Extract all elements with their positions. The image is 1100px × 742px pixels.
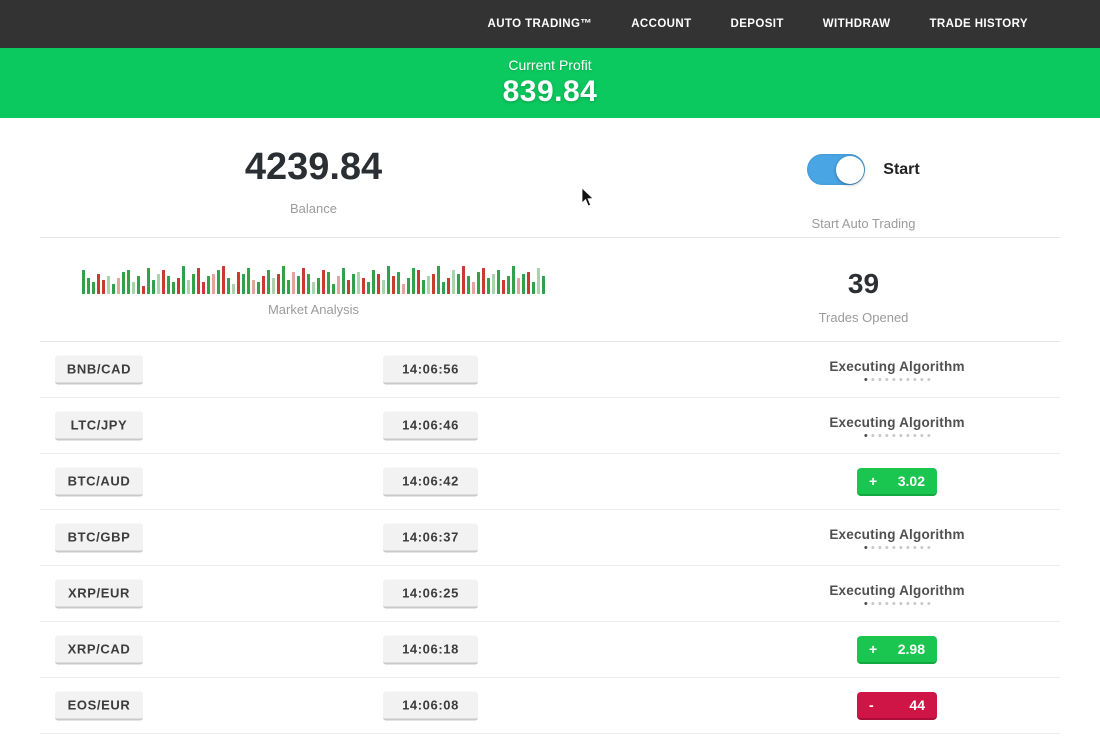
trades-list: BNB/CAD 14:06:56 Executing Algorithm LTC… [40, 341, 1060, 734]
nav-trade-history[interactable]: TRADE HISTORY [929, 18, 1028, 30]
loss-badge: - 44 [857, 691, 937, 720]
section-divider [40, 237, 1060, 238]
profit-badge: + 3.02 [857, 467, 937, 496]
current-profit-label: Current Profit [508, 57, 592, 73]
balance-value: 4239.84 [244, 146, 383, 188]
nav-account[interactable]: ACCOUNT [631, 18, 692, 30]
executing-algorithm-label: Executing Algorithm [829, 526, 965, 542]
trade-row: BTC/AUD 14:06:42 + 3.02 [40, 454, 1060, 510]
time-badge: 14:06:42 [383, 467, 478, 496]
result-value: 44 [909, 696, 925, 713]
time-badge: 14:06:56 [383, 355, 478, 384]
top-navigation: AUTO TRADING™ ACCOUNT DEPOSIT WITHDRAW T… [0, 0, 1100, 48]
current-profit-banner: Current Profit 839.84 [0, 48, 1100, 118]
nav-deposit[interactable]: DEPOSIT [730, 18, 784, 30]
trade-row: XRP/EUR 14:06:25 Executing Algorithm [40, 566, 1060, 622]
market-analysis-label: Market Analysis [267, 302, 360, 317]
balance-label: Balance [290, 201, 337, 216]
pair-badge: XRP/CAD [55, 635, 143, 664]
auto-trading-caption: Start Auto Trading [811, 216, 916, 231]
result-value: 3.02 [897, 472, 925, 489]
trade-row: LTC/JPY 14:06:46 Executing Algorithm [40, 398, 1060, 454]
market-analysis-section: Market Analysis 39 Trades Opened [0, 238, 1100, 341]
nav-auto-trading[interactable]: AUTO TRADING™ [487, 18, 593, 30]
pair-badge: BTC/GBP [55, 523, 143, 552]
trades-opened-value: 39 [847, 268, 880, 299]
time-badge: 14:06:08 [383, 691, 478, 720]
time-badge: 14:06:46 [383, 411, 478, 440]
auto-trading-toggle[interactable] [807, 154, 866, 185]
executing-algorithm-label: Executing Algorithm [829, 358, 965, 374]
trades-opened-label: Trades Opened [818, 310, 909, 325]
time-badge: 14:06:18 [383, 635, 478, 664]
nav-withdraw[interactable]: WITHDRAW [822, 18, 891, 30]
executing-algorithm-label: Executing Algorithm [829, 582, 965, 598]
pair-badge: BNB/CAD [55, 355, 143, 384]
trade-row: XRP/CAD 14:06:18 + 2.98 [40, 622, 1060, 678]
trade-row: BNB/CAD 14:06:56 Executing Algorithm [40, 342, 1060, 398]
result-sign: + [869, 640, 878, 657]
pair-badge: XRP/EUR [55, 579, 143, 608]
toggle-knob [835, 155, 864, 184]
pair-badge: BTC/AUD [55, 467, 143, 496]
result-sign: + [869, 472, 878, 489]
time-badge: 14:06:37 [383, 523, 478, 552]
market-analysis-chart [0, 262, 627, 294]
status-block: Executing Algorithm [829, 527, 964, 549]
status-block: Executing Algorithm [829, 583, 964, 605]
progress-dots [829, 601, 964, 605]
toggle-label: Start [883, 160, 920, 178]
executing-algorithm-label: Executing Algorithm [829, 414, 965, 430]
current-profit-value: 839.84 [502, 75, 598, 108]
progress-dots [829, 377, 964, 381]
result-value: 2.98 [897, 640, 925, 657]
trade-row: EOS/EUR 14:06:08 - 44 [40, 678, 1060, 734]
pair-badge: EOS/EUR [55, 691, 143, 720]
progress-dots [829, 433, 964, 437]
profit-badge: + 2.98 [857, 635, 937, 664]
time-badge: 14:06:25 [383, 579, 478, 608]
status-block: Executing Algorithm [829, 359, 964, 381]
progress-dots [829, 545, 964, 549]
pair-badge: LTC/JPY [55, 411, 143, 440]
status-block: Executing Algorithm [829, 415, 964, 437]
result-sign: - [869, 696, 874, 713]
balance-section: 4239.84 Balance Start Start Auto Trading [0, 118, 1100, 237]
trade-row: BTC/GBP 14:06:37 Executing Algorithm [40, 510, 1060, 566]
